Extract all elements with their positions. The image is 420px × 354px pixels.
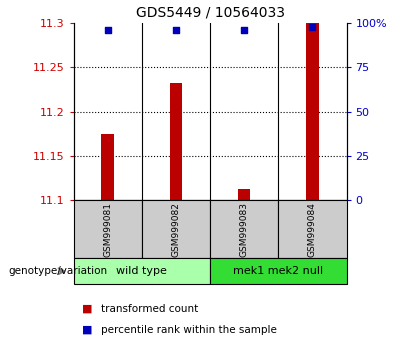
Text: ■: ■: [82, 325, 92, 335]
Bar: [142, 200, 210, 258]
Text: ■: ■: [82, 304, 92, 314]
Bar: [74, 258, 210, 284]
Bar: [170, 83, 182, 200]
Bar: [306, 23, 318, 200]
Bar: [210, 258, 346, 284]
Text: wild type: wild type: [116, 266, 167, 276]
Text: GSM999082: GSM999082: [171, 202, 180, 257]
Text: GSM999084: GSM999084: [308, 202, 317, 257]
Bar: [102, 133, 114, 200]
Text: mek1 mek2 null: mek1 mek2 null: [233, 266, 323, 276]
Text: percentile rank within the sample: percentile rank within the sample: [101, 325, 277, 335]
Bar: [238, 189, 250, 200]
Point: [104, 27, 111, 33]
Bar: [74, 200, 142, 258]
Point: [309, 24, 316, 29]
Text: GSM999081: GSM999081: [103, 202, 112, 257]
Text: GSM999083: GSM999083: [240, 202, 249, 257]
Title: GDS5449 / 10564033: GDS5449 / 10564033: [136, 5, 284, 19]
Bar: [278, 200, 346, 258]
Bar: [210, 200, 278, 258]
Text: genotype/variation: genotype/variation: [8, 266, 108, 276]
Point: [173, 27, 179, 33]
Text: transformed count: transformed count: [101, 304, 198, 314]
Point: [241, 27, 247, 33]
